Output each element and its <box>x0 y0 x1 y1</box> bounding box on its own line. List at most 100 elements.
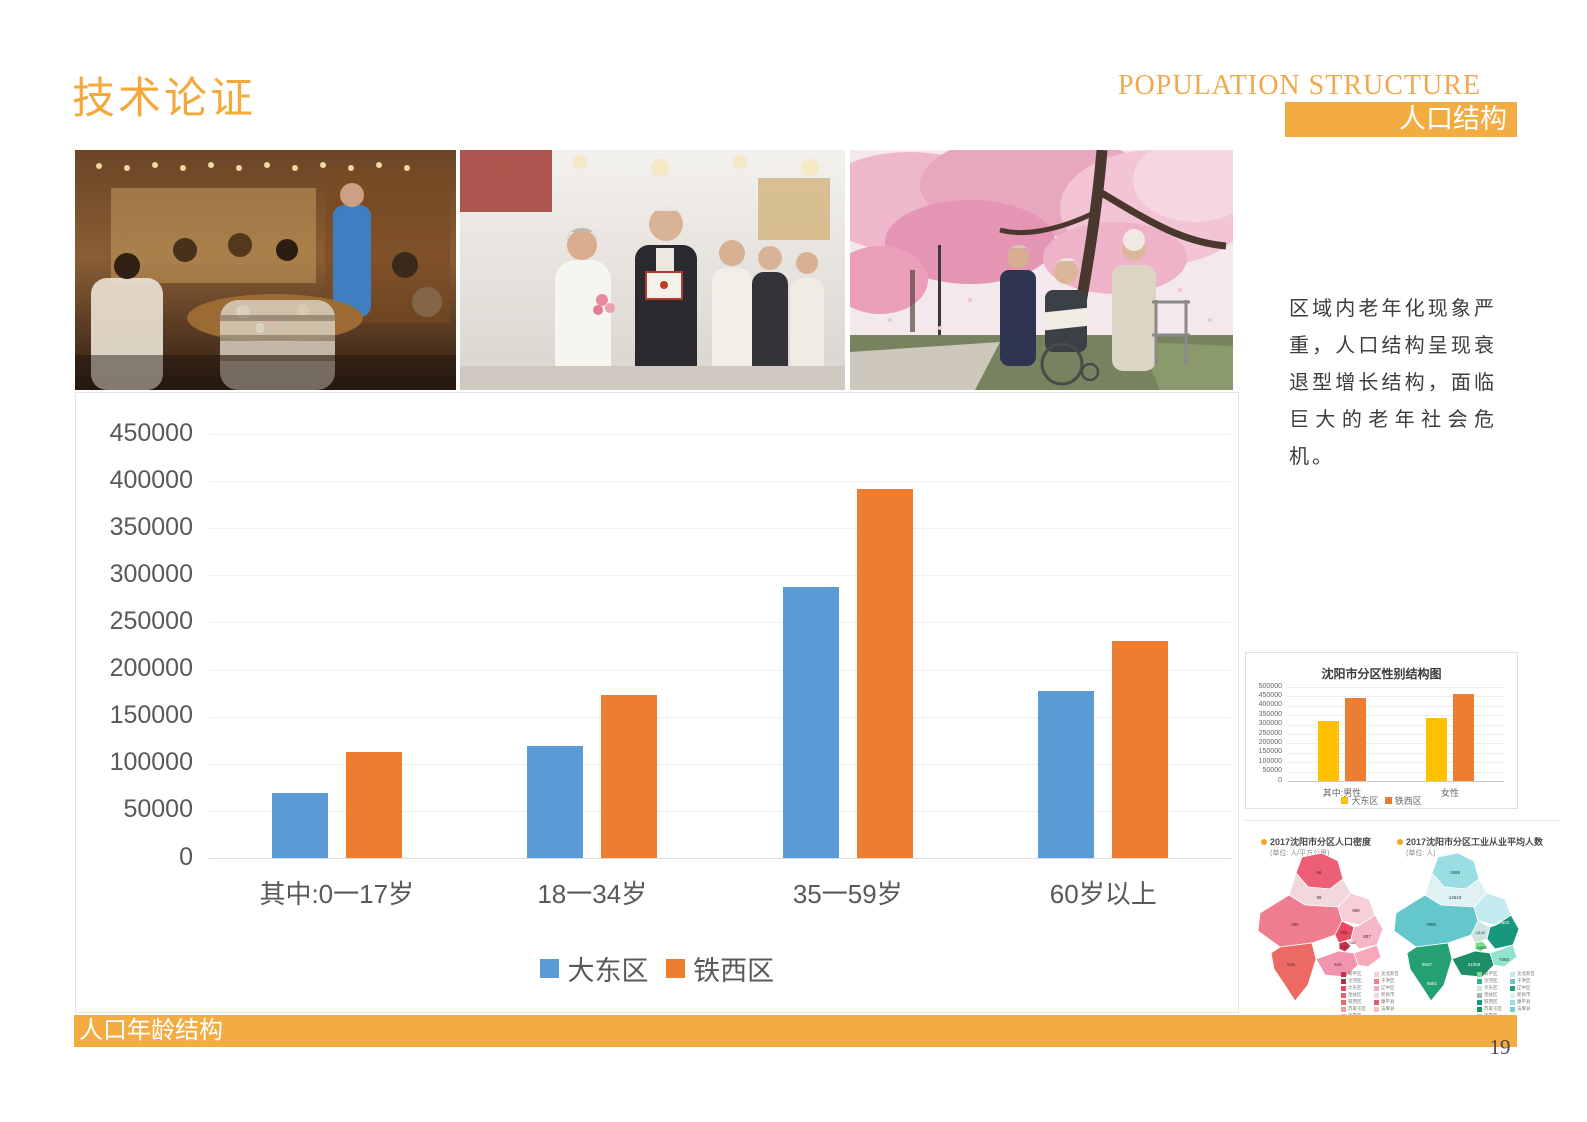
legend-swatch <box>665 959 685 978</box>
map-legend-label: 沈北新区 <box>1517 971 1535 976</box>
map-legend-label: 铁西区 <box>1484 999 1498 1004</box>
photo-wedding-ceremony <box>460 150 845 390</box>
header-section-tab-label: 人口结构 <box>1399 104 1507 134</box>
map-legend-label: 苏家屯区 <box>1484 1006 1502 1011</box>
photo-family-gathering <box>75 150 456 390</box>
chart-legend: 大东区 铁西区 <box>1246 794 1517 807</box>
map-legend-swatch <box>1510 985 1515 991</box>
bar-大东区 <box>1426 718 1447 781</box>
commentary-paragraph: 区域内老年化现象严重，人口结构呈现衰退型增长结构，面临巨大的老年社会危机。 <box>1289 298 1497 468</box>
header-section-tab: 人口结构 <box>1285 102 1517 137</box>
bar-铁西区 <box>601 694 658 858</box>
gridline <box>1288 705 1504 707</box>
y-tick-label: 400000 <box>109 465 193 494</box>
y-tick-label: 350000 <box>1258 710 1282 718</box>
map-legend-label: 新民市 <box>1517 992 1531 997</box>
svg-text:815: 815 <box>1287 962 1295 967</box>
x-category-label: 女性 <box>1440 788 1459 798</box>
bar-铁西区 <box>345 752 402 858</box>
bar-大东区 <box>271 792 328 858</box>
svg-text:98: 98 <box>1316 895 1322 900</box>
map-legend-item: 新民市 <box>1510 992 1535 998</box>
map-density-title: 2017沈阳市分区人口密度 <box>1261 835 1371 848</box>
footer-section-bar: 人口年龄结构 <box>74 1015 1517 1047</box>
map-legend-swatch <box>1510 971 1515 977</box>
bar-大东区 <box>1038 691 1095 858</box>
header-subtitle-en: POPULATION STRUCTURE <box>1117 70 1481 101</box>
gridline <box>209 575 1231 577</box>
y-tick-label: 50000 <box>1262 767 1282 775</box>
legend-item: 大东区 <box>539 949 648 988</box>
bar-铁西区 <box>1112 641 1169 858</box>
y-tick-label: 0 <box>179 842 193 871</box>
legend-label: 大东区 <box>1351 796 1379 806</box>
gridline <box>209 622 1231 624</box>
map-legend-swatch <box>1477 1006 1482 1012</box>
map-legend-item: 康平县 <box>1374 999 1399 1005</box>
map-legend-swatch <box>1510 978 1515 984</box>
page-number: 19 <box>1489 1035 1511 1059</box>
x-category-label: 其中:男性 <box>1322 788 1362 798</box>
map-legend-item: 沈北新区 <box>1374 971 1399 977</box>
map-legend-label: 辽中区 <box>1381 985 1395 990</box>
map-legend-swatch <box>1341 971 1346 977</box>
map-legend-item: 新民市 <box>1374 992 1399 998</box>
map-legend-swatch <box>1374 985 1379 991</box>
svg-text:1689: 1689 <box>1450 870 1461 875</box>
map-legend-swatch <box>1341 999 1346 1005</box>
y-tick-label: 0 <box>1278 776 1282 784</box>
y-tick-label: 200000 <box>1258 739 1282 747</box>
map-value-labels: 1689 14643 7906 11149 25503 7483 44086 2… <box>1422 870 1510 986</box>
gridline <box>1288 687 1504 688</box>
map-legend-item: 和平区 <box>1477 971 1502 977</box>
svg-text:996: 996 <box>1352 908 1360 913</box>
svg-text:96: 96 <box>1316 870 1322 875</box>
map-legend-label: 皇姑区 <box>1348 992 1362 997</box>
footer-section-label: 人口年龄结构 <box>79 1017 223 1044</box>
map-legend-swatch <box>1510 999 1515 1005</box>
map-legend-item: 辽中区 <box>1510 985 1535 991</box>
photo-wedding-ceremony-illustration <box>460 150 845 390</box>
svg-text:255: 255 <box>1291 922 1299 927</box>
gridline <box>209 858 1231 859</box>
svg-text:1796: 1796 <box>1340 946 1348 950</box>
map-legend-item: 皇姑区 <box>1341 992 1366 998</box>
map-legend-swatch <box>1341 985 1346 991</box>
chart-title: 沈阳市分区性别结构图 <box>1321 667 1442 681</box>
map-legend-item: 法库县 <box>1374 1006 1399 1012</box>
map-legend-label: 和平区 <box>1484 971 1498 976</box>
y-tick-label: 150000 <box>109 701 193 730</box>
map-value-labels: 96 98 255 466 996 807 1796 7482 815 544 <box>1287 870 1371 967</box>
bullet-dot-icon <box>1261 838 1267 845</box>
gridline <box>209 763 1231 765</box>
svg-text:466: 466 <box>1340 930 1348 935</box>
photo-blossom-park <box>850 150 1233 390</box>
map-legend-label: 沈河区 <box>1348 978 1362 983</box>
svg-text:544: 544 <box>1334 962 1342 967</box>
map-legend-label: 大东区 <box>1348 985 1362 990</box>
gridline <box>1288 771 1504 773</box>
x-category-label: 35一59岁 <box>792 879 903 909</box>
map-legend-item: 沈河区 <box>1477 978 1502 984</box>
map-regions <box>1257 853 1384 1002</box>
gridline <box>1288 762 1504 764</box>
legend-label: 铁西区 <box>693 956 775 986</box>
map-legend-label: 康平县 <box>1381 999 1395 1004</box>
map-legend-item: 苏家屯区 <box>1341 1006 1366 1012</box>
photo-family-gathering-illustration <box>75 150 456 390</box>
y-tick-label: 500000 <box>1258 682 1282 690</box>
y-tick-label: 300000 <box>109 559 193 588</box>
map-legend-item: 沈北新区 <box>1510 971 1535 977</box>
legend-swatch <box>1384 797 1392 804</box>
gridline <box>1288 696 1504 698</box>
y-tick-label: 250000 <box>1258 729 1282 737</box>
map-legend-label: 皇姑区 <box>1484 992 1498 997</box>
map-industry-legend: 和平区沈河区大东区皇姑区铁西区苏家屯区浑南区沈北新区于洪区辽中区新民市康平县法库… <box>1477 971 1535 1019</box>
map-legend-item: 法库县 <box>1510 1006 1535 1012</box>
map-legend-label: 大东区 <box>1484 985 1498 990</box>
gridline <box>209 481 1231 483</box>
map-legend-item: 大东区 <box>1341 985 1366 991</box>
y-tick-label: 450000 <box>109 418 193 447</box>
bullet-dot-icon <box>1397 838 1403 845</box>
map-legend-swatch <box>1374 992 1379 998</box>
